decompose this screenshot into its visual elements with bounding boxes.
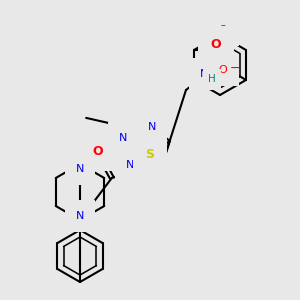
Text: N: N xyxy=(212,45,220,55)
Text: +: + xyxy=(220,33,228,43)
Text: O: O xyxy=(219,65,227,75)
Text: N: N xyxy=(119,133,127,143)
Text: H: H xyxy=(208,74,216,84)
Text: N: N xyxy=(76,211,84,221)
Text: O: O xyxy=(219,25,227,35)
Text: N: N xyxy=(126,160,135,170)
Text: N: N xyxy=(76,164,84,174)
Text: O: O xyxy=(211,38,221,52)
Text: S: S xyxy=(146,148,154,161)
Text: N: N xyxy=(200,69,208,79)
Text: O: O xyxy=(93,146,103,158)
Text: −: − xyxy=(230,61,240,74)
Text: N: N xyxy=(148,122,156,132)
